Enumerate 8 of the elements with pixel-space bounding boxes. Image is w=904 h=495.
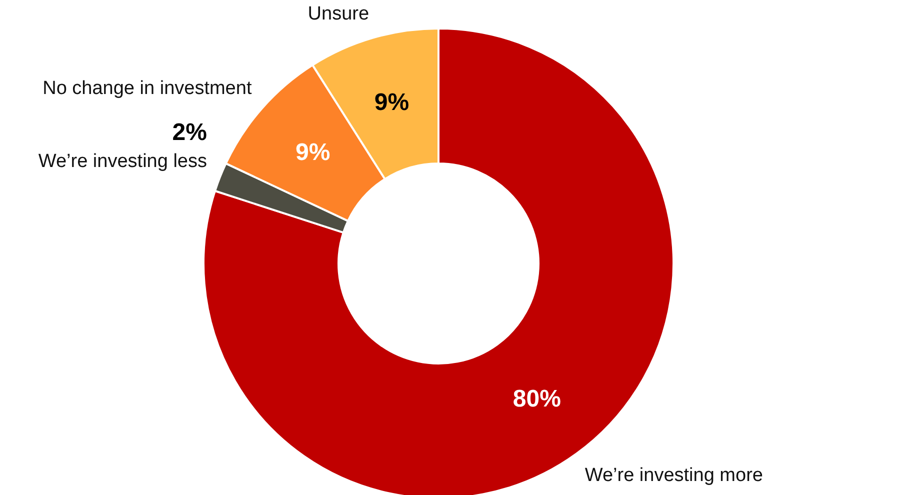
slice-label: We’re investing more (584, 464, 763, 486)
data-label: 9% (374, 89, 410, 116)
data-label: 80% (512, 386, 561, 413)
slice-label: Unsure (308, 3, 370, 24)
data-label: 9% (296, 139, 330, 166)
slice-label: No change in investment (42, 78, 252, 99)
slice-label: We’re investing less (38, 150, 207, 172)
data-label: 2% (172, 118, 207, 146)
